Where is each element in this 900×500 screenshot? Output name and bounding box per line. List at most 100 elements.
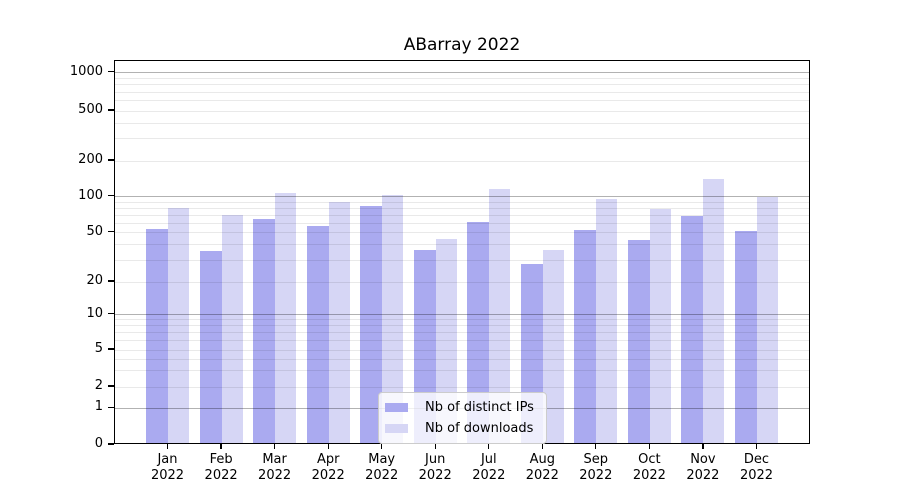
x-tick-label-jul: Jul 2022 <box>472 452 506 483</box>
legend-swatch <box>385 424 408 433</box>
bar-downloads-jan <box>168 207 189 443</box>
bar-downloads-sep <box>596 198 618 443</box>
y-tick-mark <box>108 195 114 197</box>
legend-label: Nb of downloads <box>425 420 534 436</box>
x-tick-mark <box>381 444 383 449</box>
bar-ips-may <box>360 206 383 443</box>
y-tick-mark <box>108 443 114 445</box>
y-tick-mark <box>108 231 114 233</box>
y-tick-label-1: 1 <box>94 399 103 415</box>
gridline-y-50 <box>115 232 809 234</box>
legend-item-downloads: Nb of downloads <box>385 418 540 439</box>
legend-label: Nb of distinct IPs <box>425 399 534 415</box>
plot-area <box>114 60 810 444</box>
y-tick-label-2: 2 <box>94 378 103 393</box>
gridline-y-4 <box>115 358 809 360</box>
x-tick-label-sep: Sep 2022 <box>579 452 613 483</box>
bar-downloads-jul <box>489 189 511 443</box>
y-tick-label-200: 200 <box>78 152 103 167</box>
bar-downloads-oct <box>649 209 671 443</box>
gridline-y-8 <box>115 325 809 327</box>
y-tick-label-50: 50 <box>86 223 103 239</box>
bar-ips-mar <box>253 218 276 443</box>
gridline-y-80 <box>115 207 809 209</box>
bar-downloads-aug <box>542 249 564 443</box>
x-tick-mark <box>273 444 276 449</box>
gridline-y-60 <box>115 222 809 224</box>
x-tick-label-mar: Mar 2022 <box>258 452 292 483</box>
gridline-y-10 <box>115 314 809 315</box>
y-tick-label-0: 0 <box>94 436 103 451</box>
x-tick-label-feb: Feb 2022 <box>204 452 238 483</box>
x-tick-mark <box>488 444 490 449</box>
gridline-y-500 <box>115 110 809 112</box>
x-tick-label-apr: Apr 2022 <box>311 452 345 483</box>
y-tick-label-10: 10 <box>86 305 103 321</box>
y-tick-label-500: 500 <box>78 102 103 117</box>
bar-ips-feb <box>199 251 222 443</box>
y-tick-label-100: 100 <box>78 187 103 203</box>
x-tick-label-oct: Oct 2022 <box>632 452 666 483</box>
gridline-y-5 <box>115 349 809 351</box>
gridline-y-40 <box>115 244 809 246</box>
gridline-y-90 <box>115 201 809 203</box>
x-tick-mark <box>648 444 651 449</box>
gridline-y-30 <box>115 259 809 261</box>
legend-item-ips: Nb of distinct IPs <box>385 397 540 418</box>
y-tick-mark <box>108 159 114 161</box>
gridline-y-100 <box>115 196 809 198</box>
gridline-y-200 <box>115 160 809 162</box>
bars-layer <box>115 61 809 443</box>
bar-ips-oct <box>627 240 650 443</box>
bar-ips-sep <box>574 229 597 443</box>
bar-downloads-may <box>382 195 404 443</box>
y-tick-mark <box>108 406 114 408</box>
bar-downloads-feb <box>221 214 243 443</box>
bar-ips-jan <box>146 228 168 443</box>
y-tick-label-5: 5 <box>94 341 103 356</box>
y-tick-mark <box>108 385 114 387</box>
y-tick-label-20: 20 <box>86 273 103 288</box>
gridline-y-70 <box>115 214 809 216</box>
y-tick-mark <box>108 280 114 282</box>
x-tick-label-dec: Dec 2022 <box>739 452 774 483</box>
gridline-y-9 <box>115 319 809 321</box>
x-tick-mark <box>166 444 169 449</box>
gridline-y-7 <box>115 332 809 334</box>
x-tick-mark <box>702 444 704 449</box>
x-tick-mark <box>434 444 436 449</box>
x-tick-mark <box>541 444 543 449</box>
bar-ips-dec <box>735 230 757 443</box>
y-tick-label-1000: 1000 <box>69 63 103 79</box>
bar-downloads-apr <box>328 201 350 443</box>
x-tick-mark <box>327 444 329 449</box>
y-tick-mark <box>108 109 114 111</box>
gridline-y-600 <box>115 100 809 102</box>
y-tick-mark <box>108 348 114 350</box>
gridline-y-800 <box>115 84 809 86</box>
gridline-y-700 <box>115 91 809 93</box>
x-tick-mark <box>595 444 597 449</box>
x-tick-label-may: May 2022 <box>365 452 399 483</box>
x-tick-label-nov: Nov 2022 <box>686 452 720 483</box>
gridline-y-900 <box>115 77 809 79</box>
x-tick-mark <box>755 444 758 449</box>
bar-downloads-nov <box>703 178 725 443</box>
bar-ips-jul <box>467 222 490 443</box>
bar-ips-nov <box>681 216 704 443</box>
bar-downloads-jun <box>435 238 457 443</box>
gridline-y-300 <box>115 138 809 140</box>
gridline-y-1000 <box>115 72 809 73</box>
legend-swatch <box>385 403 408 412</box>
y-tick-mark <box>108 70 114 73</box>
bar-downloads-dec <box>757 196 778 443</box>
grid-layer <box>115 61 809 443</box>
gridline-y-20 <box>115 281 809 283</box>
chart-title: ABarray 2022 <box>403 35 521 55</box>
x-tick-label-aug: Aug 2022 <box>525 452 559 483</box>
bar-ips-apr <box>306 225 329 443</box>
y-tick-mark <box>108 312 114 315</box>
gridline-y-400 <box>115 122 809 124</box>
bar-downloads-mar <box>275 193 297 443</box>
